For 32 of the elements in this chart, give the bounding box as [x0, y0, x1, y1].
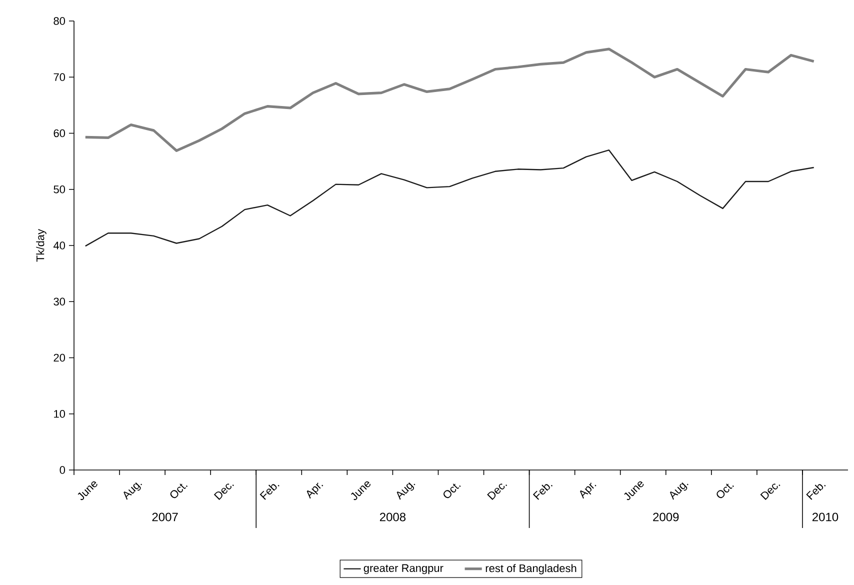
text: 2008: [380, 512, 406, 522]
y-tick-label: 10: [54, 410, 66, 418]
x-tick-label: Oct.: [444, 484, 461, 498]
x-tick-label: Apr.: [580, 482, 596, 499]
text: 2007: [152, 512, 178, 522]
x-tick-label: Oct.: [170, 484, 188, 498]
legend-label: greater Rangpur: [364, 564, 444, 574]
line-series: [84, 149, 814, 247]
y-axis-title: Tk/day: [36, 229, 46, 262]
line-series: [84, 48, 816, 152]
legend-label: rest of Bangladesh: [486, 564, 576, 574]
x-tick-label: Aug.: [124, 482, 142, 500]
y-tick-label: 40: [53, 242, 66, 250]
x-tick-label: Feb.: [260, 484, 280, 500]
y-tick-label: 20: [54, 354, 66, 362]
x-tick-label: Dec.: [760, 484, 780, 500]
x-tick-label: Oct.: [716, 484, 734, 498]
x-tick-label: Aug.: [670, 482, 688, 500]
x-tick-label: Dec.: [487, 484, 508, 500]
text: 2010: [812, 512, 838, 522]
y-tick-label: 30: [54, 298, 66, 306]
y-tick-label: 70: [54, 73, 66, 82]
y-tick-label: 50: [54, 185, 66, 194]
x-tick-label: Apr.: [306, 482, 324, 499]
x-tick-label: Feb.: [532, 484, 553, 500]
text: 2009: [653, 512, 679, 522]
x-tick-label: Aug.: [396, 482, 416, 500]
x-tick-label: Feb.: [806, 484, 826, 500]
y-tick-label: 80: [54, 17, 66, 25]
x-tick-label: Dec.: [214, 484, 234, 500]
y-tick-label: 60: [54, 129, 66, 138]
y-tick-label: 0: [60, 466, 66, 474]
